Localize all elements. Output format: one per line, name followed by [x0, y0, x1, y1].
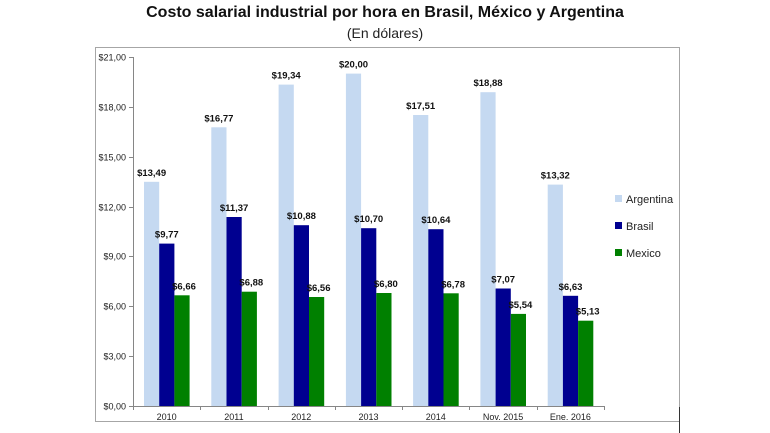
y-axis: $0,00 $3,00 $6,00 $9,00 $12,00 $15,00 $18,00 $2…	[98, 53, 134, 412]
legend: Argentina Brasil Mexico	[615, 194, 674, 260]
data-label: $13,49	[137, 168, 166, 179]
x-tick-label: 2013	[358, 412, 378, 422]
legend-swatch-mexico	[615, 249, 622, 256]
bar-mexico-5	[510, 313, 526, 406]
x-tick-label: 2012	[291, 412, 311, 422]
data-label: $20,00	[339, 60, 368, 71]
y-tick-label: $15,00	[98, 153, 126, 163]
y-tick-label: $21,00	[98, 53, 126, 63]
data-label: $19,34	[272, 71, 302, 82]
legend-swatch-brasil	[615, 222, 622, 229]
bar-mexico-4	[443, 293, 459, 406]
bar-mexico-0	[174, 295, 190, 406]
data-label: $11,37	[220, 203, 249, 214]
x-tick-label: 2011	[224, 412, 243, 422]
data-label: $6,66	[172, 281, 196, 292]
x-tick-label: Ene. 2016	[550, 412, 591, 422]
bar-brasil-4	[428, 229, 444, 406]
y-tick-label: $6,00	[103, 302, 126, 312]
x-tick-label: 2014	[426, 412, 446, 422]
data-label: $6,78	[441, 279, 465, 290]
bar-argentina-3	[345, 73, 362, 406]
x-tick-label: Nov. 2015	[483, 412, 523, 422]
data-label: $16,77	[204, 113, 233, 124]
data-label: $6,80	[374, 279, 398, 290]
bar-argentina-4	[413, 115, 429, 406]
data-label: $10,64	[421, 215, 451, 226]
data-label: $10,88	[287, 211, 316, 222]
bar-argentina-6	[547, 184, 563, 406]
data-label: $6,56	[307, 283, 331, 294]
data-label: $18,88	[473, 78, 502, 89]
y-tick-label: $12,00	[98, 203, 126, 213]
y-tick-label: $3,00	[103, 352, 126, 362]
bars	[144, 73, 594, 407]
y-tick-label: $18,00	[98, 103, 126, 113]
bar-mexico-3	[376, 293, 392, 406]
legend-swatch-argentina	[615, 195, 622, 202]
x-tick-label: 2010	[157, 412, 177, 422]
data-label: $17,51	[406, 101, 436, 112]
data-label: $6,63	[559, 282, 583, 293]
bar-argentina-0	[144, 181, 160, 406]
x-axis: 2010 2011 2012 2013 2014 Nov. 2015 Ene. 2016	[133, 406, 605, 422]
bar-argentina-1	[211, 127, 227, 407]
bar-brasil-3	[361, 228, 377, 406]
y-tick-label: $9,00	[103, 252, 126, 262]
legend-label-mexico: Mexico	[626, 248, 661, 260]
y-tick-label: $0,00	[103, 402, 126, 412]
data-label: $10,70	[354, 214, 383, 225]
data-label: $6,88	[239, 278, 263, 289]
bar-argentina-2	[278, 84, 294, 406]
bar-brasil-5	[495, 288, 511, 406]
data-label: $9,77	[155, 230, 179, 241]
legend-label-argentina: Argentina	[626, 194, 674, 206]
data-labels: $13,49 $16,77 $19,34 $20,00 $17,51 $18,88 $13,…	[137, 60, 600, 318]
bar-brasil-1	[226, 217, 242, 406]
chart-subtitle: (En dólares)	[346, 25, 424, 41]
chart-frame	[95, 47, 680, 422]
bar-brasil-6	[562, 295, 579, 406]
chart-title: Costo salarial industrial por hora en Br…	[146, 4, 624, 21]
bar-brasil-2	[293, 225, 309, 406]
bar-mexico-2	[309, 297, 325, 406]
data-label: $5,13	[576, 307, 600, 318]
bar-brasil-0	[159, 243, 175, 406]
data-label: $13,32	[541, 171, 570, 182]
bar-mexico-6	[578, 320, 594, 406]
bar-mexico-1	[241, 291, 257, 406]
bar-argentina-5	[480, 92, 496, 406]
legend-label-brasil: Brasil	[626, 221, 654, 233]
data-label: $5,54	[509, 300, 533, 311]
data-label: $7,07	[491, 275, 515, 286]
